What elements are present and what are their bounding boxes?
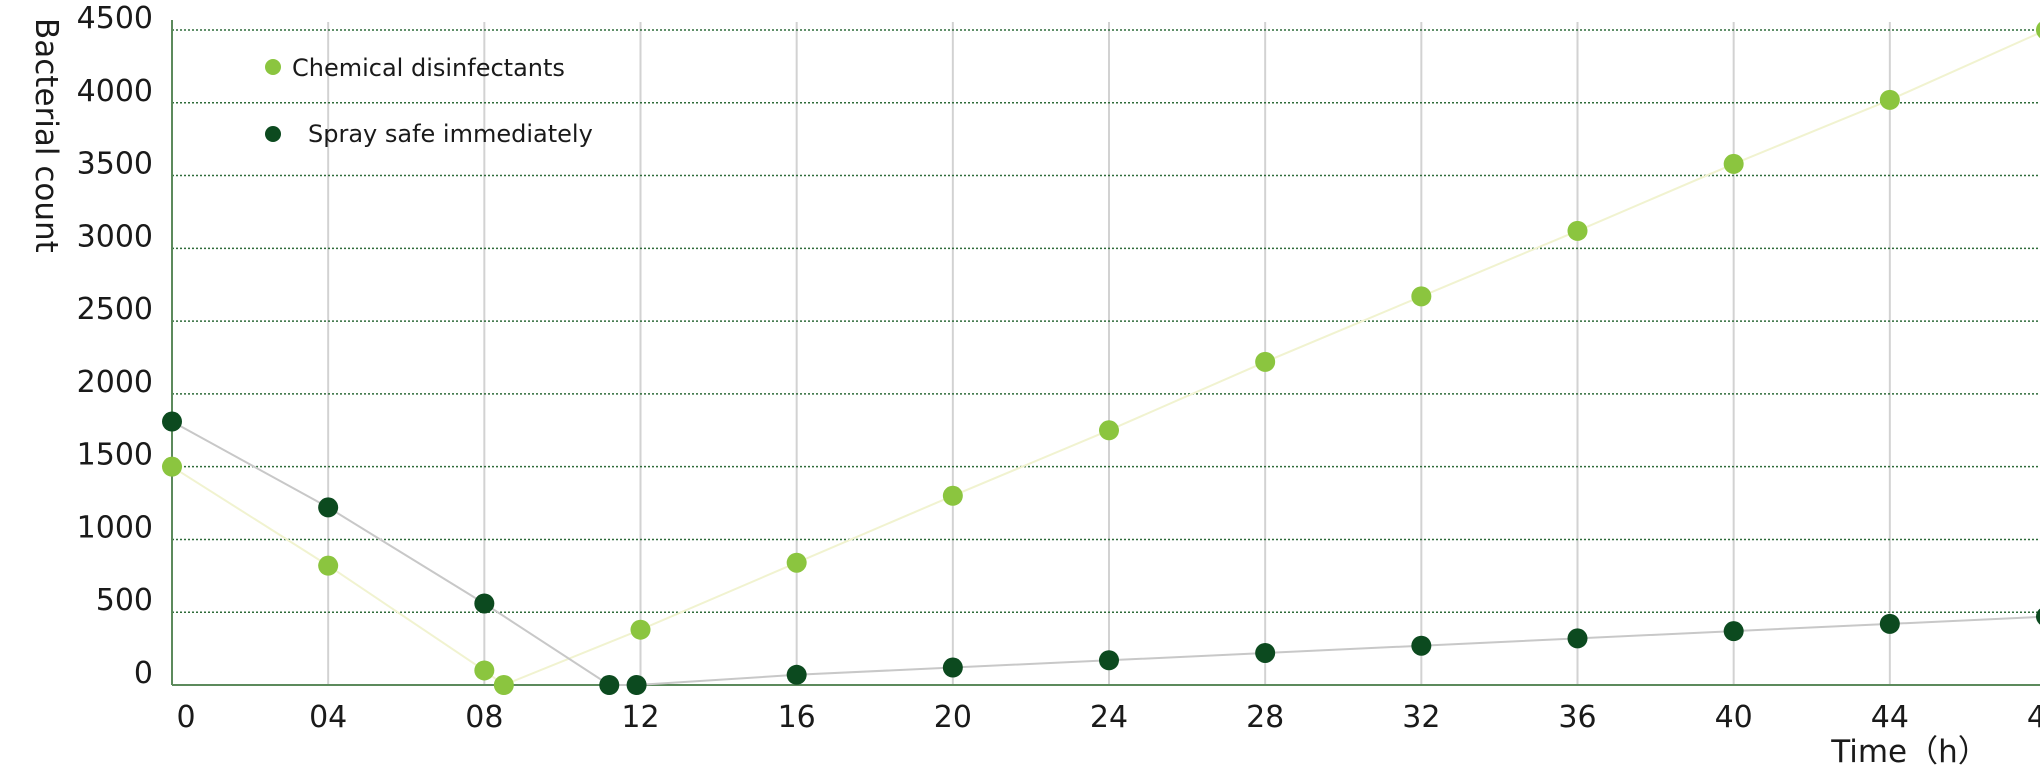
data-point-spray (627, 675, 647, 695)
data-point-spray (599, 675, 619, 695)
data-point-chemical (1568, 221, 1588, 241)
data-point-chemical (474, 660, 494, 680)
data-point-chemical (162, 457, 182, 477)
data-point-chemical (1255, 352, 1275, 372)
data-point-spray (943, 658, 963, 678)
x-tick-label: 24 (1090, 700, 1128, 735)
x-tick-label: 32 (1402, 700, 1440, 735)
data-point-chemical (318, 556, 338, 576)
x-tick-label: 08 (465, 700, 503, 735)
data-point-spray (787, 665, 807, 685)
data-point-spray (474, 593, 494, 613)
series-line-spray (172, 422, 2040, 686)
legend-marker-chemical (265, 59, 281, 75)
y-tick-label: 4500 (77, 1, 153, 36)
data-point-chemical (1411, 286, 1431, 306)
x-tick-label: 48 (2027, 700, 2040, 735)
data-point-spray (1411, 636, 1431, 656)
data-point-spray (2036, 607, 2040, 627)
x-tick-label: 16 (778, 700, 816, 735)
data-point-chemical (1724, 154, 1744, 174)
x-tick-label: 0 (176, 700, 195, 735)
x-tick-label: 44 (1871, 700, 1909, 735)
data-point-chemical (631, 620, 651, 640)
tick-labels: 0 500 1000 1500 2000 2500 3000 3500 4000 4500 0 04 0… (77, 1, 2040, 735)
y-tick-label: 2000 (77, 365, 153, 400)
data-point-spray (162, 412, 182, 432)
y-tick-label: 2500 (77, 292, 153, 327)
x-tick-label: 04 (309, 700, 347, 735)
data-point-spray (318, 497, 338, 517)
y-tick-label: 500 (96, 583, 153, 618)
legend-marker-spray (265, 126, 281, 142)
data-point-spray (1568, 628, 1588, 648)
x-tick-label: 40 (1715, 700, 1753, 735)
y-tick-label: 0 (134, 656, 153, 691)
y-tick-label: 3500 (77, 147, 153, 182)
data-point-spray (1880, 614, 1900, 634)
x-tick-label: 36 (1558, 700, 1596, 735)
legend-label-spray: Spray safe immediately (308, 120, 593, 148)
y-tick-label: 1000 (77, 510, 153, 545)
data-point-chemical (787, 553, 807, 573)
x-tick-label: 12 (621, 700, 659, 735)
data-point-spray (1099, 650, 1119, 670)
y-tick-label: 1500 (77, 438, 153, 473)
legend-label-chemical: Chemical disinfectants (292, 54, 565, 82)
data-point-spray (1724, 621, 1744, 641)
data-point-chemical (2036, 20, 2040, 40)
data-point-chemical (1099, 420, 1119, 440)
y-tick-label: 4000 (77, 74, 153, 109)
data-point-spray (1255, 643, 1275, 663)
data-point-chemical (943, 486, 963, 506)
y-tick-label: 3000 (77, 219, 153, 254)
legend: Chemical disinfectants Spray safe immedi… (265, 54, 593, 148)
data-point-chemical (494, 675, 514, 695)
y-axis-title: Bacterial count (28, 18, 64, 253)
x-tick-label: 20 (934, 700, 972, 735)
data-point-chemical (1880, 90, 1900, 110)
x-tick-label: 28 (1246, 700, 1284, 735)
x-axis-title: Time（h） (1830, 734, 1989, 770)
